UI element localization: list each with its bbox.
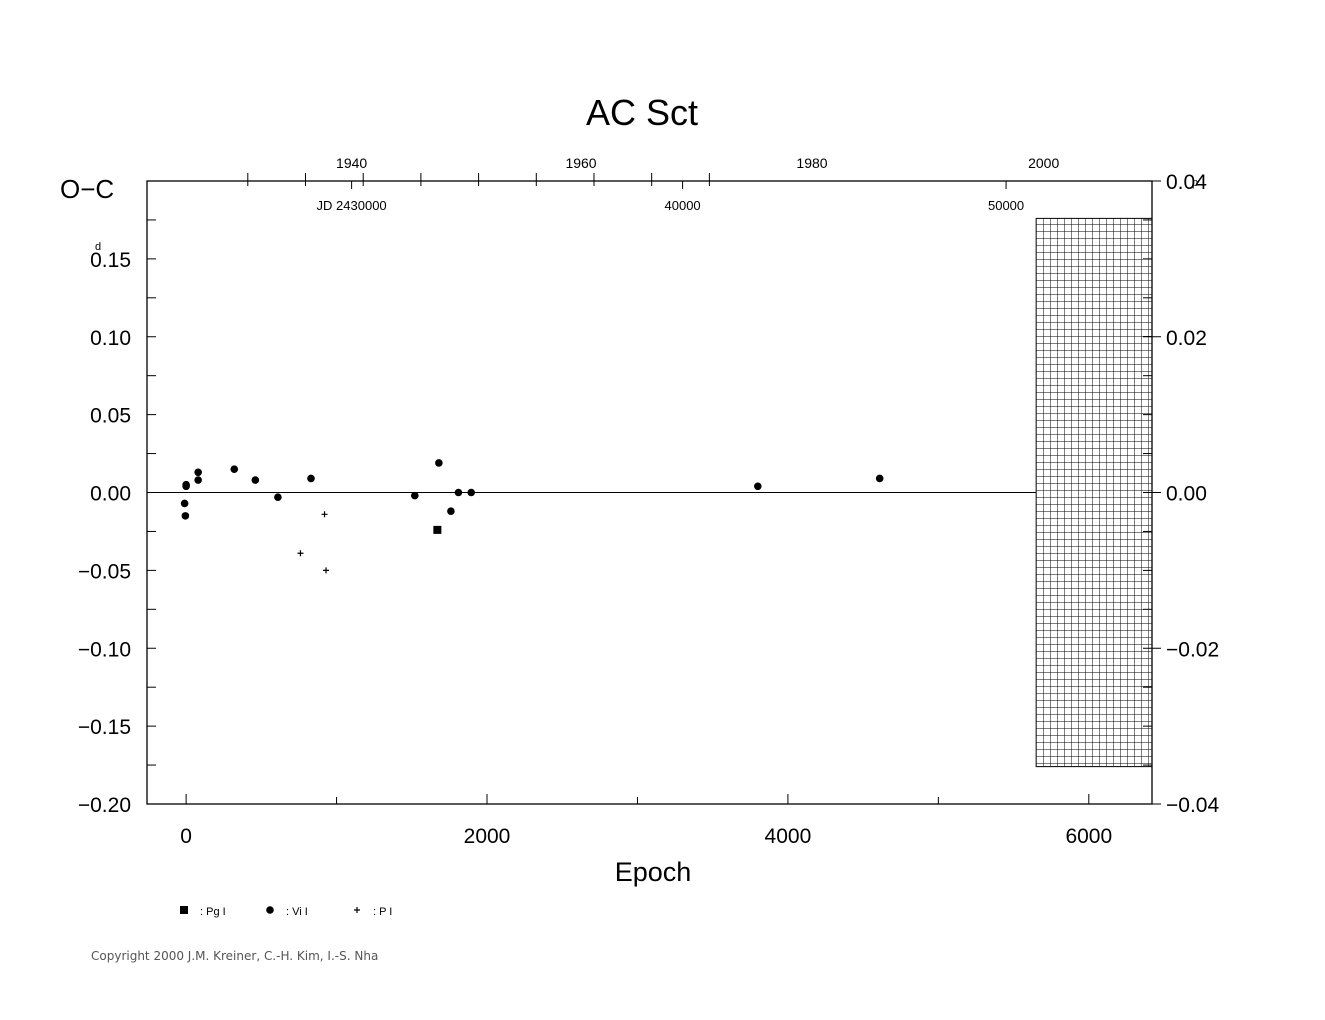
y-tick-label: 0.15 bbox=[90, 249, 131, 272]
ylabel-group: O−C d bbox=[60, 174, 114, 253]
right-tick-label: 0.04 bbox=[1166, 171, 1207, 194]
right-tick-label: 0.00 bbox=[1166, 483, 1207, 506]
axis-ticks bbox=[147, 173, 1161, 805]
chart-title: AC Sct bbox=[586, 92, 698, 133]
top-year-label: 2000 bbox=[1028, 155, 1059, 171]
data-point-circle bbox=[274, 493, 282, 501]
y-tick-label: 0.05 bbox=[90, 405, 131, 428]
x-tick-label: 4000 bbox=[765, 825, 812, 848]
data-point-plus bbox=[323, 567, 330, 574]
data-point-circle bbox=[467, 488, 476, 497]
data-point-plus bbox=[321, 511, 328, 518]
right-tick-label: −0.02 bbox=[1166, 638, 1219, 661]
data-point-circle bbox=[181, 512, 190, 520]
y-axis-label: O−C bbox=[60, 174, 114, 204]
data-point-circle bbox=[307, 474, 315, 483]
top-year-label: 1980 bbox=[796, 155, 827, 171]
x-tick-label: 0 bbox=[180, 825, 192, 848]
data-point-circle bbox=[454, 488, 463, 497]
y-tick-label: 0.10 bbox=[90, 327, 131, 350]
copyright-notice: Copyright 2000 J.M. Kreiner, C.-H. Kim, … bbox=[91, 949, 379, 963]
data-point-circle bbox=[447, 507, 455, 515]
y-tick-label: −0.15 bbox=[78, 716, 131, 739]
top-jd-label: JD 2430000 bbox=[317, 198, 387, 213]
top-jd-label: 50000 bbox=[988, 198, 1024, 213]
hatched-region bbox=[1035, 217, 1153, 768]
y-tick-label: −0.05 bbox=[78, 560, 131, 583]
data-point-circle bbox=[251, 476, 260, 484]
right-tick-label: 0.02 bbox=[1166, 327, 1207, 350]
data-point-circle bbox=[194, 476, 202, 484]
x-axis-label: Epoch bbox=[615, 857, 692, 887]
legend-marker-plus bbox=[354, 907, 360, 913]
data-point-plus bbox=[297, 550, 304, 557]
legend-marker-square bbox=[180, 906, 188, 914]
top-year-label: 1960 bbox=[565, 155, 596, 171]
right-unit-mark: p bbox=[1192, 177, 1198, 189]
y-tick-label: 0.00 bbox=[90, 483, 131, 506]
y-tick-label: −0.20 bbox=[78, 794, 131, 817]
legend-label: : P I bbox=[373, 906, 392, 918]
data-point-circle bbox=[180, 499, 189, 508]
right-tick-label: −0.04 bbox=[1166, 794, 1219, 817]
top-year-label: 1940 bbox=[336, 155, 367, 171]
legend-label: : Vi I bbox=[286, 906, 308, 918]
tick-labels: −0.20 −0.15 −0.10 −0.05 0.00 0.05 0.10 0.15 −0.0… bbox=[78, 155, 1220, 848]
data-point-circle bbox=[194, 468, 202, 477]
data-points bbox=[180, 459, 884, 574]
legend-marker-circle bbox=[266, 906, 274, 914]
data-point-circle bbox=[435, 459, 443, 467]
data-point-circle bbox=[410, 491, 419, 500]
legend: : Pg I : Vi I : P I bbox=[180, 906, 392, 918]
data-point-circle bbox=[230, 465, 239, 473]
data-point-circle bbox=[754, 482, 762, 491]
y-tick-label: −0.10 bbox=[78, 638, 131, 661]
data-point-circle bbox=[875, 474, 884, 483]
x-tick-label: 2000 bbox=[464, 825, 511, 848]
data-point-circle bbox=[182, 482, 190, 491]
data-point-circle bbox=[433, 526, 442, 534]
y-unit-mark: d bbox=[95, 241, 101, 253]
top-jd-label: 40000 bbox=[665, 198, 701, 213]
x-tick-label: 6000 bbox=[1065, 825, 1112, 848]
legend-label: : Pg I bbox=[200, 906, 226, 918]
